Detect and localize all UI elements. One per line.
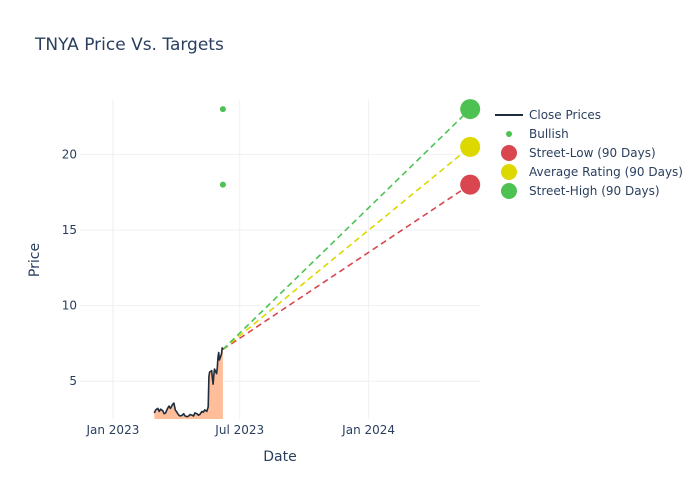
close-price-line bbox=[153, 347, 224, 418]
y-tick-label: 20 bbox=[62, 147, 77, 161]
close-price-series bbox=[153, 347, 224, 418]
axes: 5 10 15 20 Jan 2023 Jul 2023 Jan 2024 bbox=[62, 147, 395, 437]
x-tick-label: Jul 2023 bbox=[214, 423, 264, 437]
legend-swatch-dot bbox=[501, 164, 517, 180]
target-markers bbox=[219, 99, 481, 195]
x-tick-label: Jan 2024 bbox=[341, 423, 395, 437]
forecast-line-street-low bbox=[222, 183, 471, 351]
grid bbox=[80, 100, 480, 419]
street-high-marker[interactable] bbox=[460, 99, 481, 120]
forecast-line-street-high bbox=[222, 108, 471, 351]
average-rating-marker[interactable] bbox=[460, 136, 481, 157]
y-axis-label: Price bbox=[27, 243, 43, 277]
legend-swatch-dot bbox=[501, 145, 517, 161]
legend-item-average[interactable]: Average Rating (90 Days) bbox=[501, 164, 683, 180]
legend-swatch-dot bbox=[501, 183, 517, 199]
y-tick-label: 15 bbox=[62, 223, 77, 237]
legend-label: Average Rating (90 Days) bbox=[529, 165, 683, 179]
legend-label: Street-Low (90 Days) bbox=[529, 146, 656, 160]
forecast-lines bbox=[222, 108, 471, 351]
y-tick-label: 10 bbox=[62, 299, 77, 313]
x-tick-label: Jan 2023 bbox=[85, 423, 139, 437]
legend-label: Street-High (90 Days) bbox=[529, 184, 660, 198]
legend[interactable]: Close Prices Bullish Street-Low (90 Days) A… bbox=[495, 108, 683, 199]
legend-item-close[interactable]: Close Prices bbox=[495, 108, 601, 122]
bullish-point[interactable] bbox=[219, 181, 226, 188]
legend-item-street-high[interactable]: Street-High (90 Days) bbox=[501, 183, 660, 199]
street-low-marker[interactable] bbox=[460, 174, 481, 195]
bullish-point[interactable] bbox=[219, 106, 226, 113]
forecast-line-average bbox=[222, 146, 471, 351]
legend-label: Bullish bbox=[529, 127, 569, 141]
legend-item-street-low[interactable]: Street-Low (90 Days) bbox=[501, 145, 656, 161]
chart-title: TNYA Price Vs. Targets bbox=[34, 35, 224, 55]
legend-label: Close Prices bbox=[529, 108, 601, 122]
legend-swatch-dot bbox=[506, 131, 512, 137]
y-tick-label: 5 bbox=[69, 374, 77, 388]
x-axis-label: Date bbox=[263, 449, 296, 465]
legend-item-bullish[interactable]: Bullish bbox=[506, 127, 569, 141]
